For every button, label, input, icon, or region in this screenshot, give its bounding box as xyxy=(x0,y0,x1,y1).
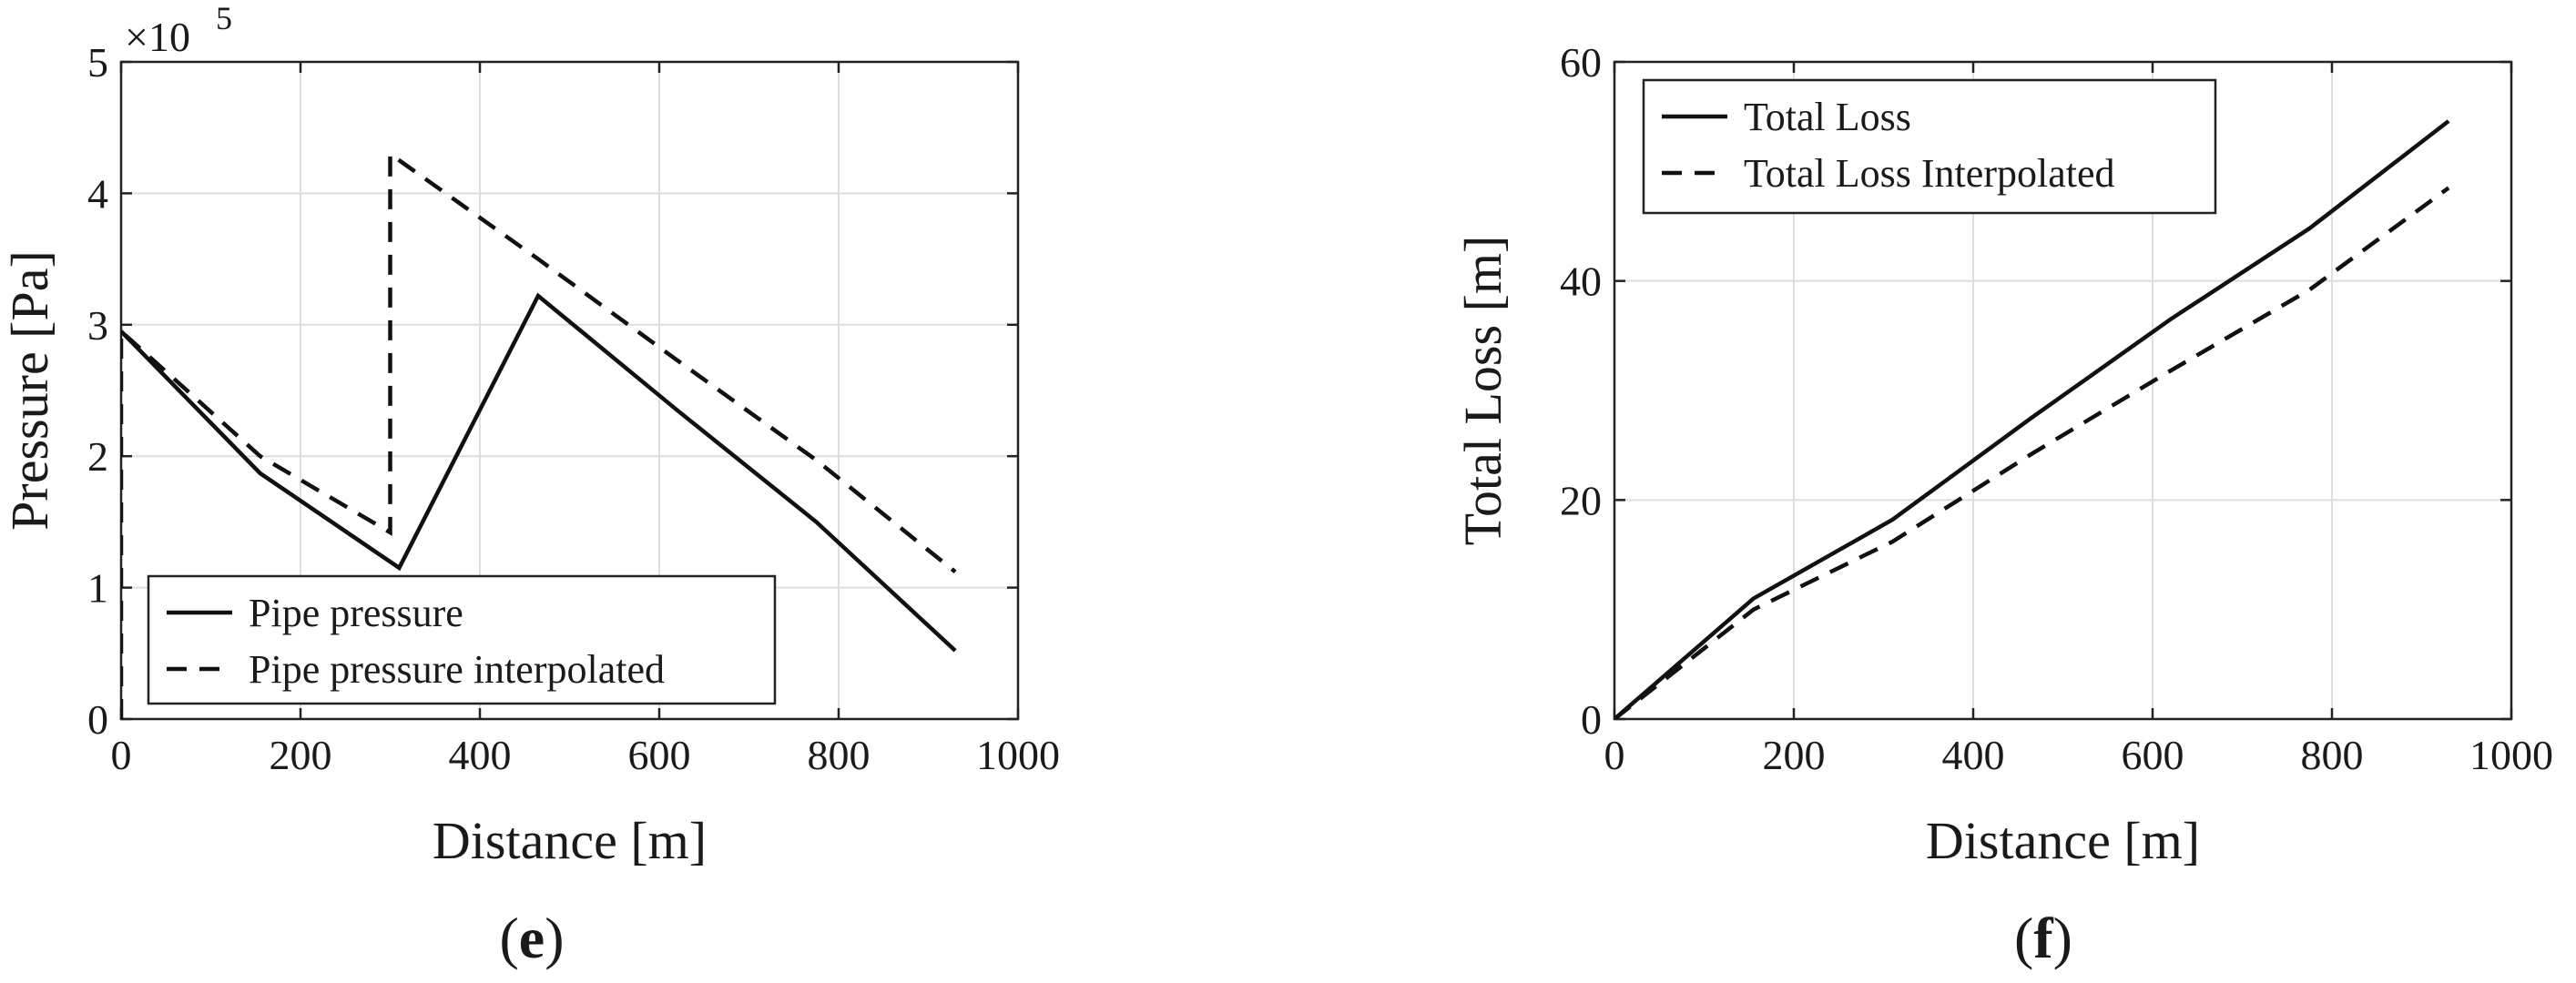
x-axis-label: Distance [m] xyxy=(1926,811,2200,870)
x-tick-label: 800 xyxy=(808,732,871,778)
x-tick-label: 0 xyxy=(1604,732,1625,778)
legend-label: Total Loss xyxy=(1744,95,1911,139)
grid xyxy=(1614,62,2511,719)
legend-label: Total Loss Interpolated xyxy=(1744,151,2114,196)
legend: Pipe pressure Pipe pressure interpolated xyxy=(147,574,777,705)
y-tick-label: 20 xyxy=(1560,477,1602,523)
panel-label: (e) xyxy=(499,906,564,970)
y-tick-label: 60 xyxy=(1560,39,1602,86)
series-line-1 xyxy=(121,292,957,653)
x-tick-label: 200 xyxy=(1763,732,1826,778)
x-tick-label: 800 xyxy=(2301,732,2364,778)
y-exponent-power: 5 xyxy=(216,0,232,36)
plot-frame xyxy=(1613,60,2513,721)
x-tick-label: 600 xyxy=(628,732,691,778)
x-tick-label: 200 xyxy=(270,732,332,778)
legend: Total Loss Total Loss Interpolated xyxy=(1642,78,2217,215)
x-tick-label: 600 xyxy=(2122,732,2184,778)
x-tick-label: 400 xyxy=(1942,732,2005,778)
y-tick-label: 40 xyxy=(1560,258,1602,305)
series-line-1 xyxy=(1614,119,2450,719)
chart-panel-e: 0 200 400 600 800 1000 0 1 2 3 4 5 ×10 5 Distance [m] P… xyxy=(0,0,1060,970)
legend-box xyxy=(147,574,777,705)
x-tick-label: 400 xyxy=(449,732,512,778)
y-axis-label: Pressure [Pa] xyxy=(0,250,59,531)
y-axis-label: Total Loss [m] xyxy=(1453,236,1512,546)
x-tick-label: 0 xyxy=(111,732,132,778)
legend-box xyxy=(1642,78,2217,215)
series-line-2 xyxy=(1614,186,2450,719)
x-tick-label: 1000 xyxy=(2469,732,2553,778)
y-tick-label: 1 xyxy=(87,565,108,612)
x-tick-label: 1000 xyxy=(976,732,1060,778)
y-tick-label: 2 xyxy=(87,433,108,480)
y-tick-label: 0 xyxy=(87,696,108,743)
panel-label: (f) xyxy=(2014,906,2072,970)
legend-label: Pipe pressure xyxy=(249,591,463,635)
chart-panel-f: 0 200 400 600 800 1000 0 20 40 60 Distance [m] Tota… xyxy=(1453,39,2553,970)
y-tick-label: 5 xyxy=(87,39,108,86)
y-tick-label: 3 xyxy=(87,302,108,349)
x-axis-label: Distance [m] xyxy=(433,811,707,870)
y-tick-label: 0 xyxy=(1581,696,1602,743)
y-tick-label: 4 xyxy=(87,170,108,217)
y-exponent-label: ×10 xyxy=(125,14,190,60)
legend-label: Pipe pressure interpolated xyxy=(249,647,665,692)
